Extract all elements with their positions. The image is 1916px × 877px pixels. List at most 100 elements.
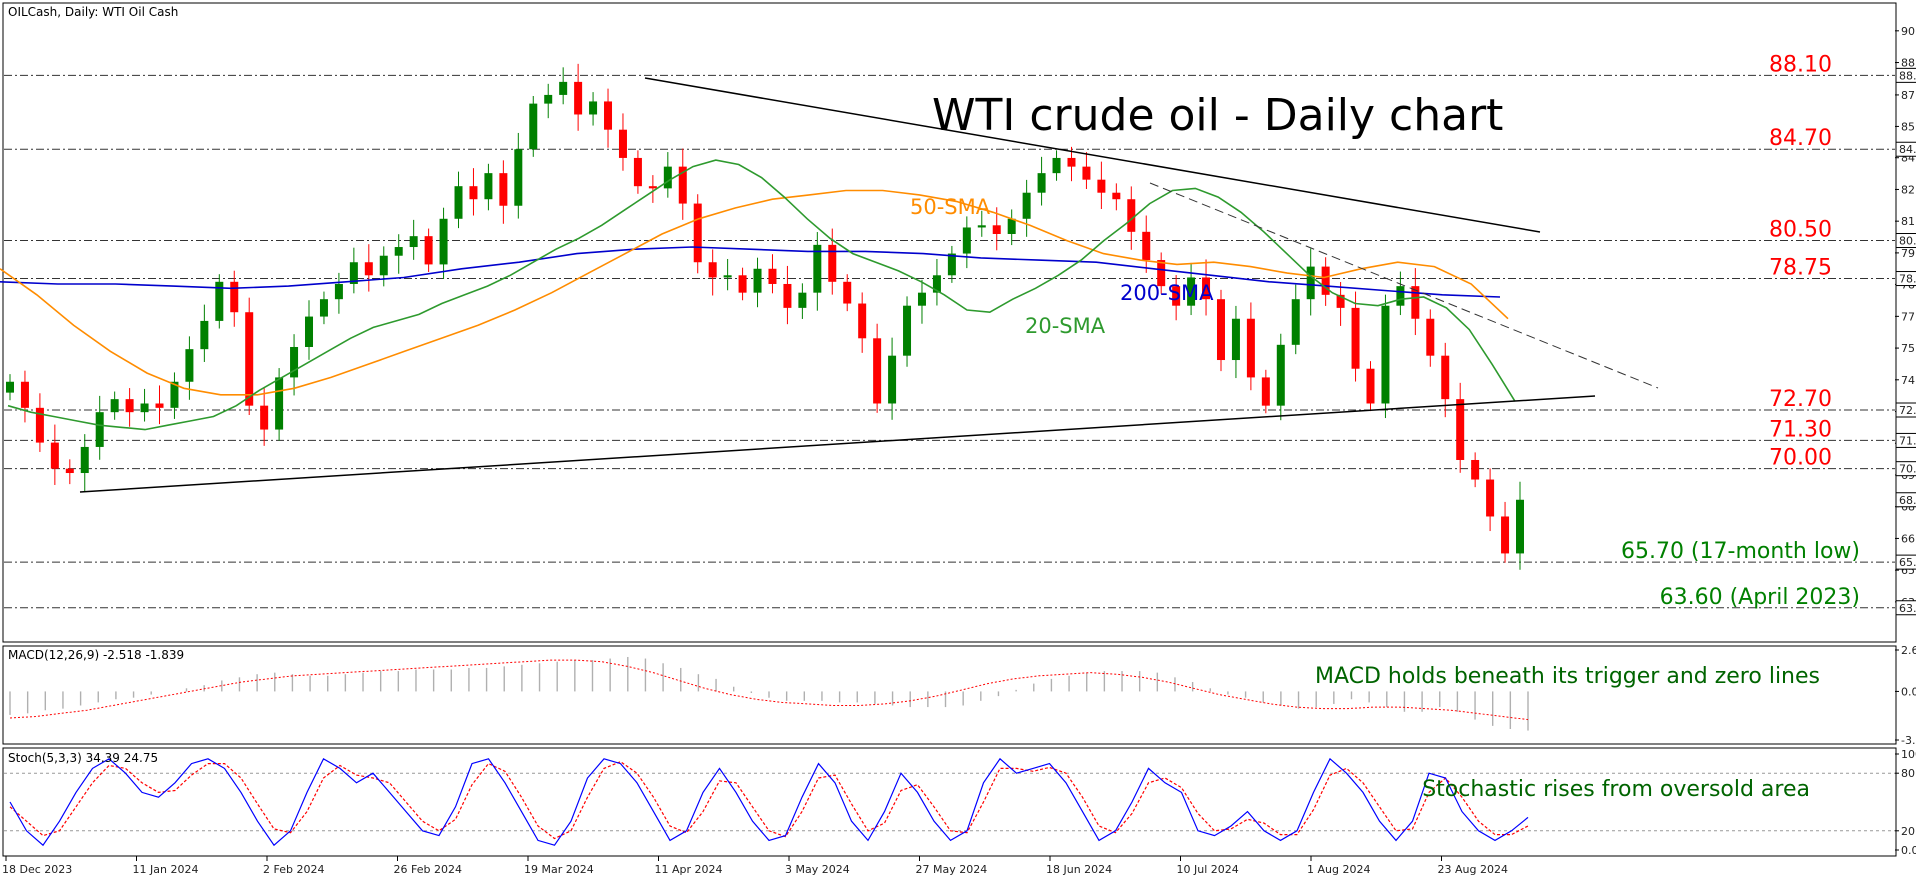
price-tag-box (1895, 271, 1916, 287)
candle-body (962, 227, 971, 254)
stoch-layer (4, 757, 1895, 847)
candle-body (1037, 173, 1046, 193)
candle-body (1082, 166, 1091, 180)
candle-body (708, 262, 717, 278)
x-tick-label: 11 Apr 2024 (655, 863, 723, 876)
candle-body (1097, 179, 1106, 193)
candle-body (1396, 286, 1405, 306)
candle-body (1172, 286, 1181, 306)
candle-body (424, 236, 433, 265)
price-tag-label: 88.10 (1899, 69, 1916, 82)
candle-body (245, 312, 254, 406)
candle-body (290, 346, 299, 378)
candle-body (977, 225, 986, 228)
price-tag-box (1895, 141, 1916, 157)
price-tag-box (1895, 600, 1916, 616)
candle-body (1381, 305, 1390, 404)
candle-body (813, 244, 822, 293)
candle-body (1501, 516, 1510, 554)
candle-body (604, 101, 613, 130)
candle-body (1067, 157, 1076, 167)
candle-body (678, 166, 687, 204)
candle-body (439, 218, 448, 265)
price-tag-box (1895, 554, 1916, 570)
candle-body (140, 403, 149, 413)
candle-body (50, 442, 59, 469)
x-tick-label: 18 Dec 2023 (2, 863, 72, 876)
macd-y-tick-label: 2.646 (1901, 644, 1916, 657)
y-tick-label: 79.93 (1901, 247, 1916, 260)
candle-body (559, 81, 568, 95)
candle-body (349, 262, 358, 284)
candle-body (1157, 260, 1166, 287)
candle-body (499, 173, 508, 206)
candle-body (319, 299, 328, 317)
candle-body (1022, 192, 1031, 219)
stoch-y-tick-label: 0.00 (1901, 844, 1916, 857)
candle-body (6, 381, 14, 393)
macd-panel-frame (2, 645, 1897, 745)
candle-body (364, 262, 373, 276)
candle-body (484, 173, 493, 200)
resistance-trendline (644, 77, 1541, 233)
candle-body (693, 203, 702, 263)
candle-body (1142, 231, 1151, 261)
y-tick-label: 88.69 (1901, 57, 1916, 70)
stoch-d-line (9, 761, 1529, 840)
sma-20-line (7, 159, 1516, 431)
candle-body (1007, 218, 1016, 234)
price-tag-label: 68.57 (1899, 494, 1916, 507)
candle-body (379, 255, 388, 276)
level-label: 78.75 (1769, 256, 1832, 281)
candle-body (858, 303, 867, 339)
candle-body (170, 381, 179, 408)
y-tick-label: 90.15 (1901, 25, 1916, 38)
candle-body (125, 399, 134, 413)
level-label: 65.70 (17-month low) (1621, 539, 1860, 564)
candle-body (334, 283, 343, 300)
candle-body (1411, 286, 1420, 319)
x-tick-label: 19 Mar 2024 (524, 863, 594, 876)
candle-body (260, 405, 269, 430)
y-tick-label: 87.20 (1901, 89, 1916, 102)
price-tag-box (1895, 233, 1916, 249)
candle-body (275, 377, 284, 430)
price-tag-label: 70.00 (1899, 463, 1916, 476)
sma-label: 200-SMA (1120, 281, 1214, 305)
candle-body (783, 283, 792, 308)
candle-body (35, 407, 44, 443)
candle-body (663, 166, 672, 189)
candle-body (768, 268, 777, 284)
price-tag-label: 71.30 (1899, 434, 1916, 447)
candle-body (544, 94, 553, 104)
candle-body (1306, 266, 1315, 300)
candle-body (843, 281, 852, 304)
sma-label: 20-SMA (1025, 314, 1106, 338)
level-label: 63.60 (April 2023) (1660, 585, 1860, 610)
y-tick-label: 74.09 (1901, 374, 1916, 387)
symbol-label: OILCash, Daily: WTI Oil Cash (8, 5, 178, 19)
stoch-y-tick-label: 20.00 (1901, 825, 1916, 838)
x-tick-label: 3 May 2024 (785, 863, 850, 876)
candle-body (917, 292, 926, 306)
price-tag-box (1895, 461, 1916, 477)
candle-body (723, 275, 732, 278)
candle-body (529, 103, 538, 150)
candle-body (574, 81, 583, 115)
price-tag-label: 80.50 (1899, 235, 1916, 248)
y-tick-label: 85.75 (1901, 120, 1916, 133)
candle-body (514, 149, 523, 206)
price-panel-frame (2, 2, 1897, 643)
candle-body (932, 275, 941, 293)
level-label: 70.00 (1769, 446, 1832, 471)
macd-signal-line (9, 659, 1529, 721)
stoch-panel-frame (2, 747, 1897, 857)
sma-label: 50-SMA (910, 195, 991, 219)
candle-body (409, 236, 418, 248)
chart-title: WTI crude oil - Daily chart (932, 90, 1503, 141)
candle-body (618, 129, 627, 158)
candle-body (20, 381, 29, 408)
price-tag-label: 65.70 (1899, 556, 1916, 569)
x-tick-label: 23 Aug 2024 (1438, 863, 1508, 876)
